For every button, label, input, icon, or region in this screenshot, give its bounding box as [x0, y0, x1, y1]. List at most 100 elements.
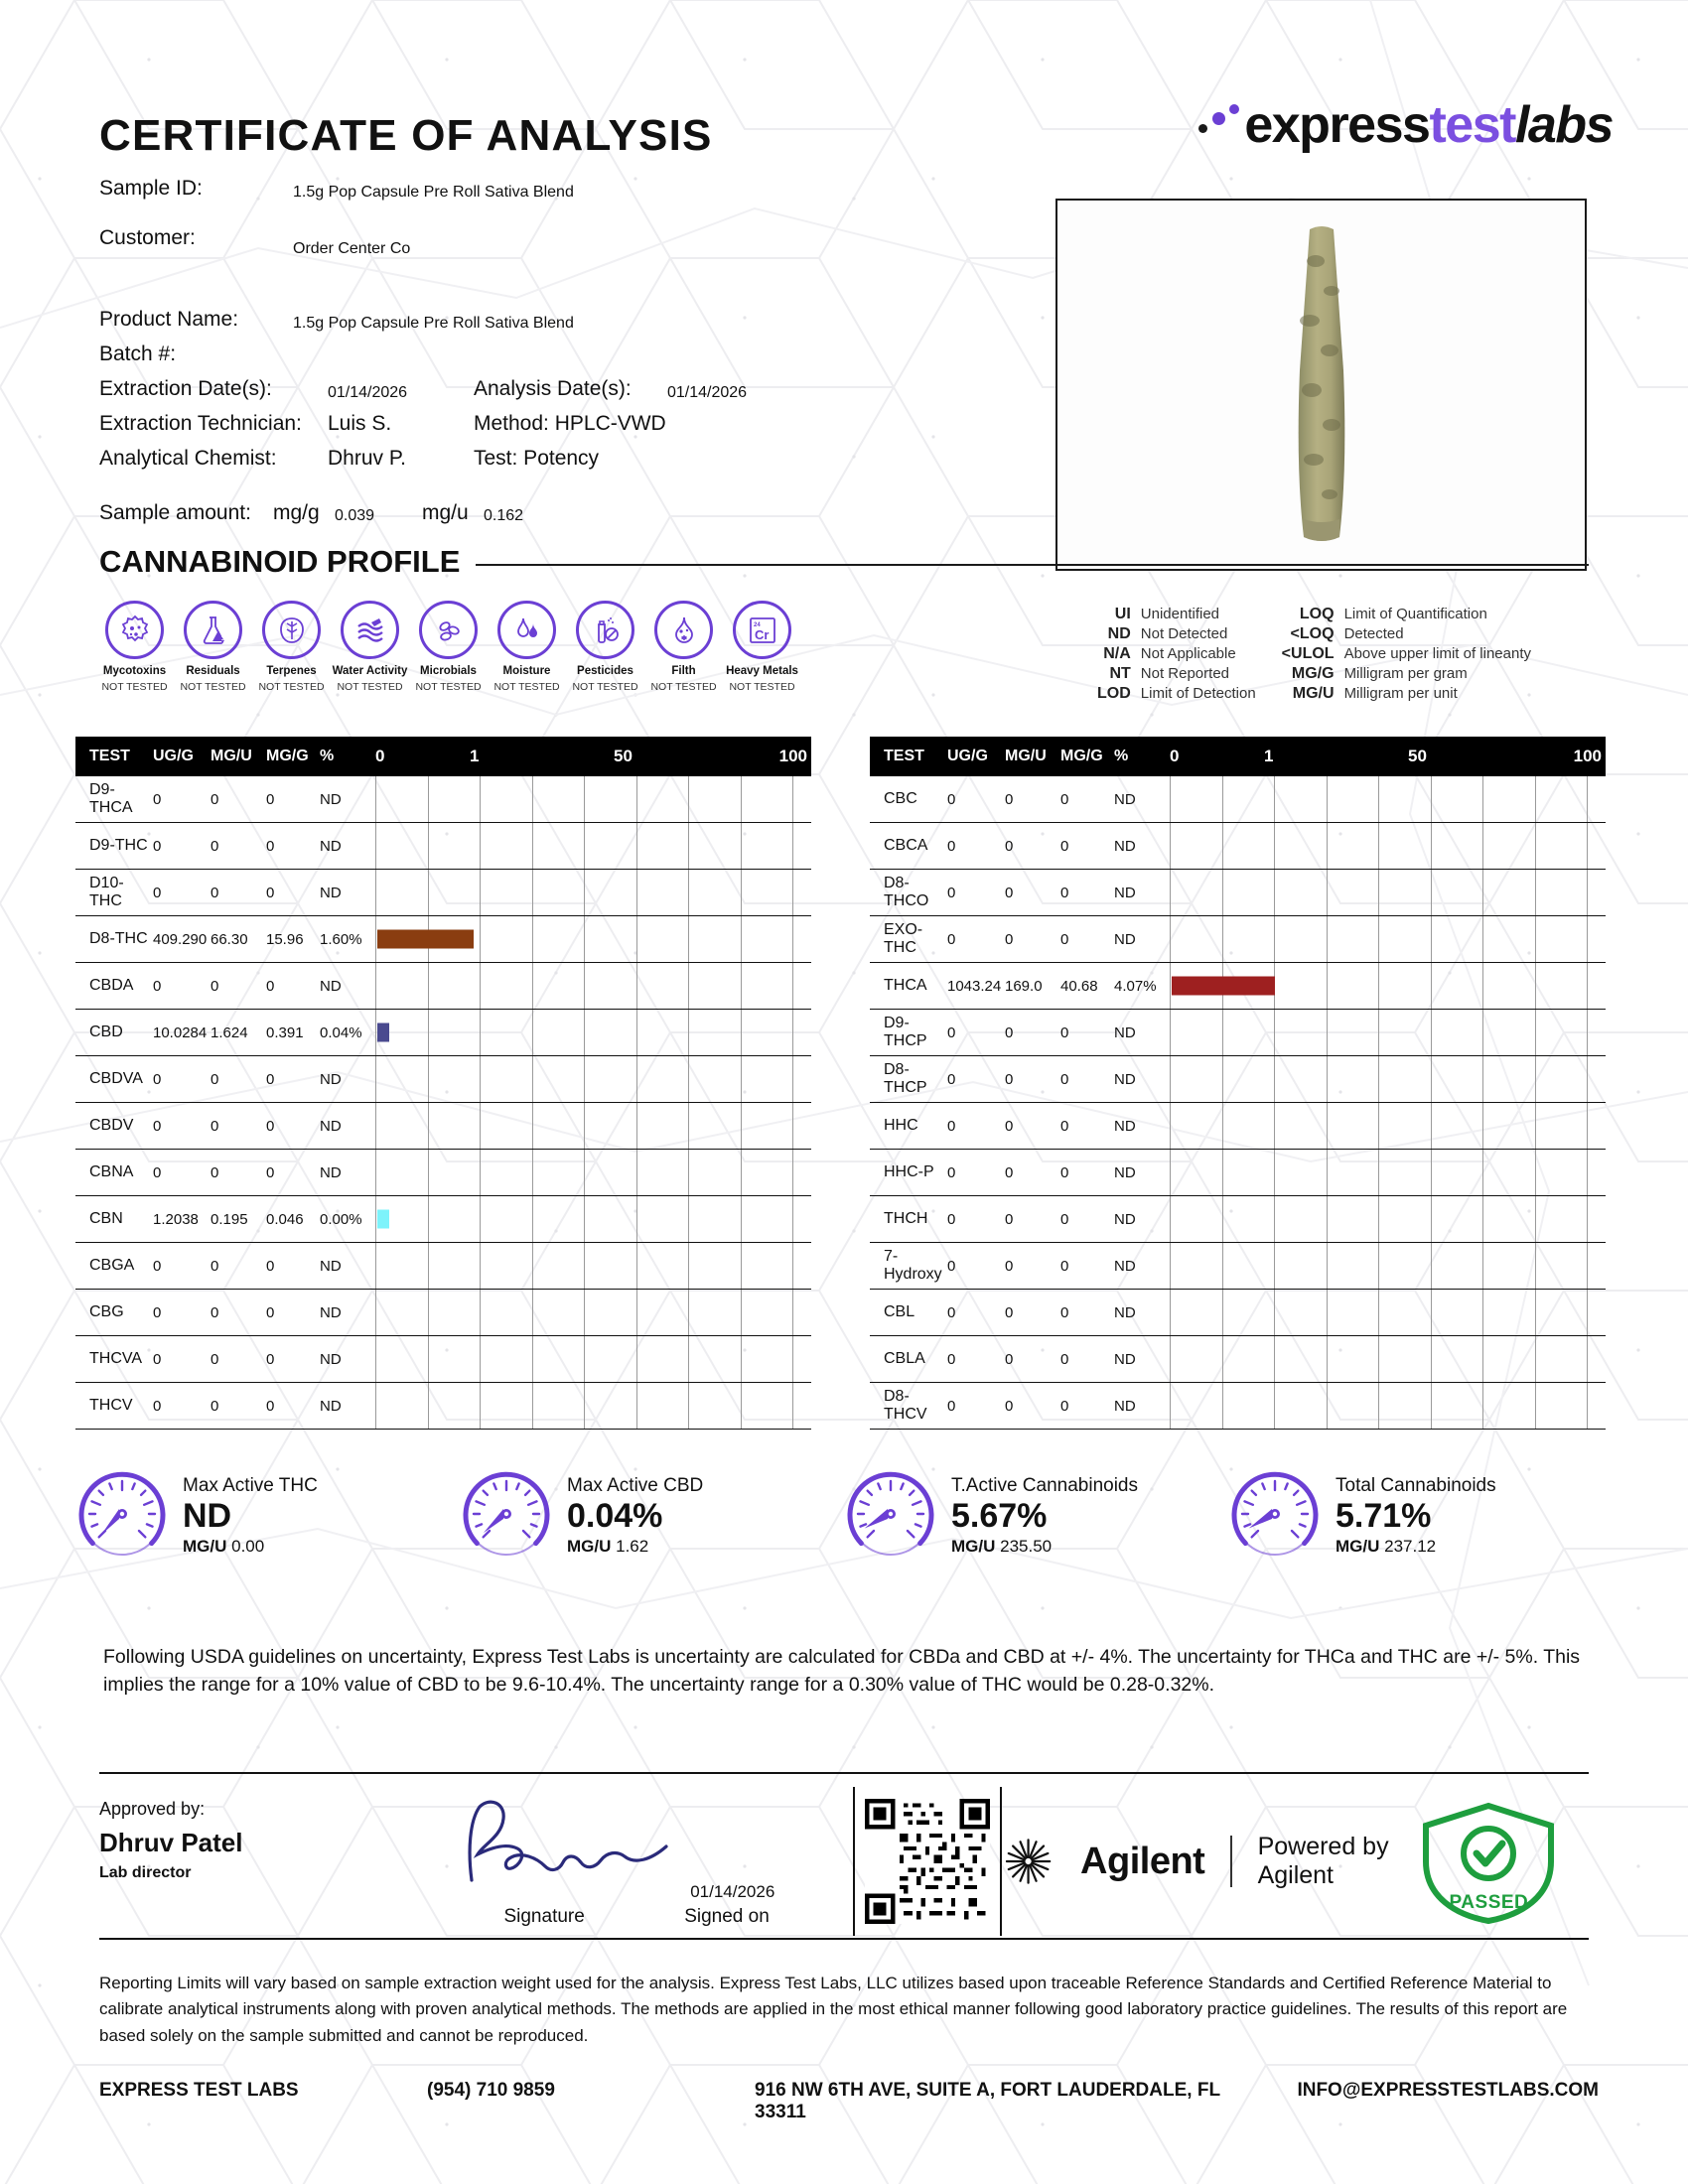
- analysis-date-label: Analysis Date(s):: [474, 377, 632, 400]
- cell-mgg: 0: [1060, 930, 1069, 948]
- legend-key: <ULOL: [1281, 645, 1335, 662]
- legend-description: Limit of Quantification: [1343, 606, 1487, 622]
- cell-test: D8-THCP: [884, 1061, 927, 1096]
- cell-ugg: 0: [153, 1397, 162, 1415]
- cell-test: D9-THCA: [89, 781, 133, 816]
- table-row: CBDV 0 0 0 ND: [75, 1103, 811, 1150]
- analytical-chemist-value: Dhruv P.: [328, 447, 406, 470]
- cell-mgg: 0: [1060, 1117, 1069, 1135]
- gauge-dial-icon: [78, 1471, 166, 1556]
- footer-company: EXPRESS TEST LABS: [99, 2080, 299, 2101]
- footer-phone: (954) 710 9859: [427, 2080, 555, 2101]
- test-panel-status: NOT TESTED: [729, 680, 795, 693]
- analytical-chemist-label: Analytical Chemist:: [99, 447, 277, 470]
- col-header-mgu: MG/U: [1005, 748, 1047, 764]
- table-row: CBNA 0 0 0 ND: [75, 1150, 811, 1196]
- approval-top-divider: [99, 1772, 1589, 1774]
- extraction-date-label: Extraction Date(s):: [99, 377, 272, 400]
- footer-email[interactable]: INFO@EXPRESSTESTLABS.COM: [1297, 2080, 1599, 2101]
- cell-ugg: 0: [947, 1070, 956, 1088]
- cell-pct: ND: [320, 1257, 342, 1275]
- col-header-ugg: UG/G: [947, 748, 988, 764]
- cell-pct: ND: [320, 1350, 342, 1368]
- test-panel-filth: Filth NOT TESTED: [644, 601, 723, 693]
- table-row: CBC 0 0 0 ND: [870, 776, 1606, 823]
- cell-bar-area: [1170, 1056, 1606, 1102]
- customer-value: Order Center Co: [293, 240, 411, 257]
- cell-test: EXO-THC: [884, 921, 923, 956]
- cell-bar-area: [375, 1290, 811, 1335]
- cell-mgg: 0.391: [266, 1024, 304, 1041]
- cell-ugg: 0: [153, 1117, 162, 1135]
- cell-bar-area: [1170, 963, 1606, 1009]
- approval-bottom-divider: [99, 1938, 1589, 1940]
- test-panel-icons: Mycotoxins NOT TESTED Residuals NOT TESTED T…: [95, 601, 801, 693]
- logo-word-express: express: [1244, 96, 1431, 154]
- col-header-ugg: UG/G: [153, 748, 194, 764]
- footer-contact-bar: EXPRESS TEST LABS (954) 710 9859 916 NW …: [99, 2080, 1599, 2123]
- cell-mgu: 66.30: [211, 930, 248, 948]
- filth-icon: [654, 601, 713, 659]
- gauge-value: 5.67%: [951, 1497, 1048, 1536]
- agilent-logo-icon: [1005, 1839, 1052, 1884]
- legend-column-2: LOQ Limit of Quantification <LOQ Detected <U…: [1282, 606, 1531, 703]
- cell-pct: ND: [320, 977, 342, 995]
- cell-test: D10-THC: [89, 875, 124, 909]
- water-activity-icon: [341, 601, 399, 659]
- qr-code[interactable]: [855, 1787, 1000, 1936]
- cell-bar-area: [1170, 870, 1606, 915]
- value-bar: [377, 1209, 389, 1229]
- table-header-row: TEST UG/G MG/U MG/G % 0 1 50 100: [75, 737, 811, 776]
- cell-mgg: 0: [1060, 1303, 1069, 1321]
- cell-ugg: 0: [153, 1257, 162, 1275]
- cell-pct: ND: [1114, 930, 1136, 948]
- gauge-value: ND: [183, 1497, 232, 1536]
- table-row: CBGA 0 0 0 ND: [75, 1243, 811, 1290]
- col-header-scale: 0 1 50 100: [1170, 737, 1606, 776]
- col-header-scale: 0 1 50 100: [375, 737, 811, 776]
- axis-tick-50: 50: [614, 747, 633, 765]
- qr-code-image[interactable]: [864, 1799, 990, 1924]
- cell-ugg: 10.0284: [153, 1024, 208, 1041]
- cell-mgg: 0: [266, 837, 275, 855]
- test-panel-label: Water Activity: [332, 665, 408, 677]
- legend-description: Not Detected: [1140, 625, 1228, 642]
- extraction-technician-value: Luis S.: [328, 412, 392, 435]
- sample-amount-mgg-label: mg/g: [273, 501, 320, 524]
- cell-bar-area: [1170, 1290, 1606, 1335]
- cell-pct: ND: [320, 1117, 342, 1135]
- gauge-label: Max Active THC: [183, 1475, 318, 1497]
- table-row: D8-THC 409.290 66.30 15.96 1.60%: [75, 916, 811, 963]
- cell-mgg: 0: [1060, 884, 1069, 901]
- cell-ugg: 0: [947, 1117, 956, 1135]
- cell-test: CBNA: [89, 1163, 134, 1180]
- axis-tick-1: 1: [1264, 747, 1274, 765]
- axis-tick-1: 1: [470, 747, 480, 765]
- cell-mgu: 0: [1005, 1024, 1014, 1041]
- value-bar: [377, 929, 474, 949]
- agilent-powered-by: Powered by Agilent: [1257, 1833, 1389, 1889]
- product-name-value: 1.5g Pop Capsule Pre Roll Sativa Blend: [293, 315, 574, 332]
- test-panel-water-activity: Water Activity NOT TESTED: [331, 601, 409, 693]
- sample-amount-mgu-label: mg/u: [422, 501, 469, 524]
- cell-pct: ND: [320, 1397, 342, 1415]
- col-header-mgu: MG/U: [211, 748, 252, 764]
- col-header-pct: %: [320, 748, 335, 764]
- cell-ugg: 0: [947, 1024, 956, 1041]
- table-row: D9-THC 0 0 0 ND: [75, 823, 811, 870]
- cannabinoid-table-left: TEST UG/G MG/U MG/G % 0 1 50 100 D9-THCA…: [75, 737, 811, 1430]
- cell-bar-area: [1170, 776, 1606, 822]
- pesticides-icon: [576, 601, 634, 659]
- test-panel-label: Filth: [671, 665, 696, 677]
- extraction-date-value: 01/14/2026: [328, 384, 408, 401]
- legend-key: ND: [1107, 625, 1131, 642]
- cell-ugg: 0: [947, 790, 956, 808]
- legend-description: Detected: [1343, 625, 1404, 642]
- analysis-date-value: 01/14/2026: [667, 384, 748, 401]
- cell-mgg: 15.96: [266, 930, 304, 948]
- page-title: CERTIFICATE OF ANALYSIS: [99, 111, 713, 160]
- cell-bar-area: [375, 1010, 811, 1055]
- cell-mgu: 0: [1005, 1257, 1014, 1275]
- agilent-branding: Agilent Powered by Agilent: [1002, 1787, 1389, 1936]
- summary-gauge: Max Active THC ND MG/U 0.00: [75, 1467, 460, 1561]
